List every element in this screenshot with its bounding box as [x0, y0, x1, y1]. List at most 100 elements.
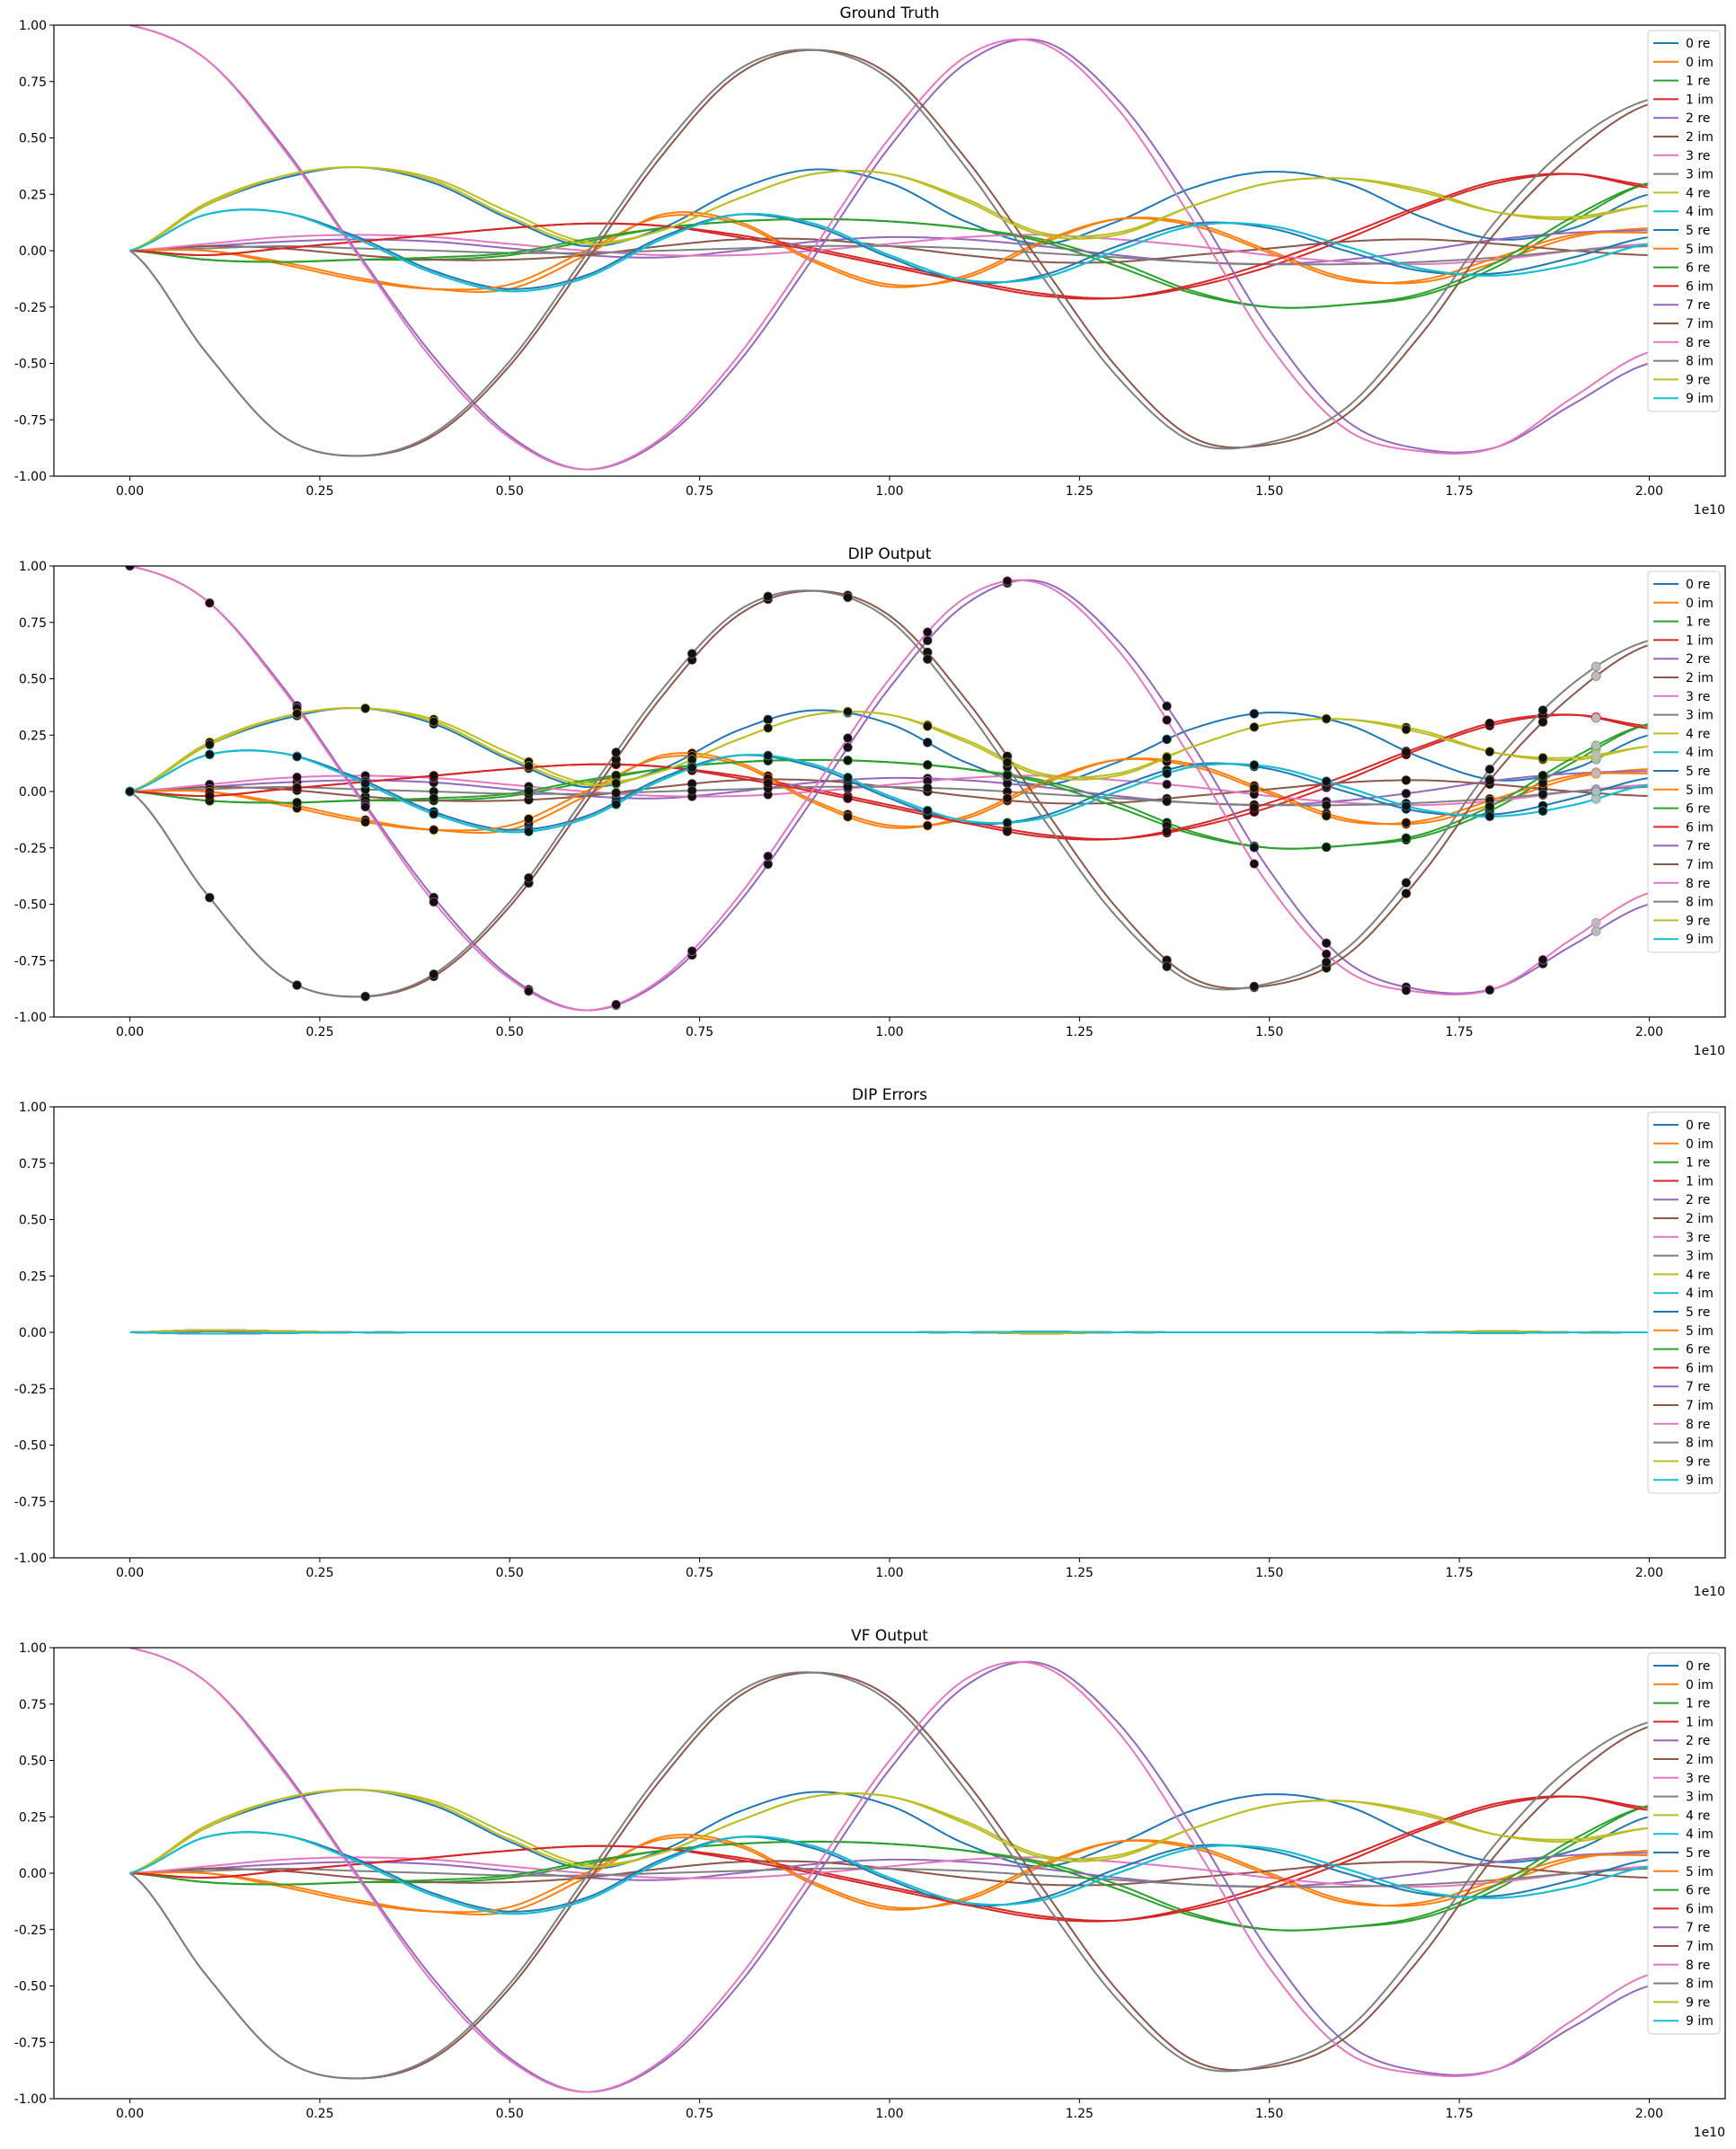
legend-entry: 2 im: [1686, 1753, 1714, 1767]
sample-point: [843, 811, 853, 822]
chart-title: Ground Truth: [839, 4, 939, 22]
legend-entry: 5 re: [1686, 1846, 1710, 1861]
legend-entry: 0 im: [1686, 1137, 1714, 1152]
x-tick-label: 0.00: [116, 1025, 144, 1039]
sample-point: [1162, 796, 1172, 807]
series-line-8-im: [128, 1671, 1650, 2080]
sample-point: [125, 566, 135, 571]
legend-entry: 5 im: [1686, 1324, 1714, 1339]
y-tick-label: 0.00: [19, 785, 47, 800]
x-tick-label: 0.75: [686, 1566, 713, 1580]
x-tick-label: 1.75: [1446, 1566, 1474, 1580]
series-line-4-re: [129, 166, 1650, 252]
sample-point: [1401, 747, 1412, 757]
sample-point: [205, 597, 215, 608]
sample-point: [1249, 722, 1260, 732]
x-tick-label: 0.50: [496, 1025, 524, 1039]
legend-entry: 8 re: [1686, 336, 1710, 350]
sample-point: [1249, 760, 1260, 770]
legend-entry: 4 im: [1686, 1287, 1714, 1301]
legend-entry: 4 re: [1686, 186, 1710, 200]
sample-point: [1537, 806, 1548, 817]
legend-entry: 0 re: [1686, 578, 1710, 592]
x-tick-label: 0.50: [496, 484, 524, 499]
axes-frame: [53, 1106, 1726, 1559]
y-tick-label: -0.50: [14, 1439, 47, 1454]
sample-point: [429, 825, 439, 835]
sample-point: [1537, 705, 1548, 715]
y-tick-label: 0.25: [19, 188, 47, 202]
sample-point: [292, 709, 302, 719]
x-tick-label: 1.00: [875, 1566, 903, 1580]
x-tick-label: 1.25: [1066, 2107, 1094, 2121]
sample-markers: [125, 566, 1601, 1011]
x-tick-label: 1.25: [1066, 484, 1094, 499]
sample-point: [843, 592, 853, 603]
legend-entry: 2 im: [1686, 1212, 1714, 1226]
sample-point: [763, 714, 774, 725]
legend-entry: 0 im: [1686, 597, 1714, 611]
sample-point: [922, 721, 933, 731]
sample-point: [843, 793, 853, 804]
legend-entry: 6 im: [1686, 820, 1714, 835]
sample-point: [763, 851, 774, 862]
legend-entry: 1 im: [1686, 1174, 1714, 1189]
sample-point: [1162, 752, 1172, 763]
x-offset-text: 1e10: [1694, 2126, 1725, 2140]
chart-title: DIP Output: [848, 545, 932, 563]
y-tick-label: -0.25: [14, 1923, 47, 1938]
legend-entry: 8 im: [1686, 1437, 1714, 1451]
sample-point: [763, 723, 774, 733]
sample-point: [1162, 768, 1172, 779]
y-tick-label: 1.00: [19, 1641, 47, 1656]
sample-point: [1162, 827, 1172, 836]
sample-point: [1162, 715, 1172, 725]
series-line-7-re: [129, 1648, 1650, 2093]
series-lines: [128, 1648, 1650, 2093]
sample-point: [922, 738, 933, 747]
legend-entry: 1 re: [1686, 1156, 1710, 1171]
legend-entry: 1 re: [1686, 615, 1710, 630]
sample-point: [763, 859, 774, 870]
sample-point: [1590, 712, 1601, 723]
sample-point: [843, 742, 853, 753]
x-tick-label: 2.00: [1635, 1566, 1663, 1580]
x-tick-label: 0.25: [306, 1566, 333, 1580]
legend-box: [1647, 1652, 1721, 2035]
x-tick-label: 0.00: [116, 2107, 144, 2121]
sample-point: [1484, 811, 1495, 822]
sample-point: [1537, 717, 1548, 727]
sample-point: [1401, 833, 1412, 844]
y-tick-label: -1.00: [14, 470, 47, 484]
sample-point: [429, 809, 439, 819]
sample-point: [922, 654, 933, 664]
legend-entry: 6 re: [1686, 802, 1710, 817]
sample-point: [922, 627, 933, 637]
sample-point: [1321, 713, 1332, 724]
y-tick-label: 0.25: [19, 1810, 47, 1825]
y-tick-label: -0.75: [14, 1495, 47, 1509]
sample-point: [1002, 757, 1013, 767]
series-line-6-im: [129, 1795, 1650, 1923]
legend-entry: 4 im: [1686, 205, 1714, 219]
sample-point: [843, 706, 853, 717]
legend-entry: 3 im: [1686, 1791, 1714, 1805]
sample-point: [1249, 802, 1260, 813]
legend: 0 re 0 im 1 re 1 im 2 re 2 im 3 re 3 im 4 re 4 im…: [1647, 570, 1721, 953]
x-tick-label: 1.50: [1255, 484, 1283, 499]
sample-point: [524, 986, 534, 996]
series-line-5-re: [129, 749, 1650, 831]
x-tick-label: 0.25: [306, 1025, 333, 1039]
sample-point: [686, 763, 697, 773]
legend-entry: 2 re: [1686, 111, 1710, 126]
series-line-6-im: [129, 172, 1650, 300]
legend-entry: 3 re: [1686, 1772, 1710, 1786]
legend-entry: 9 re: [1686, 914, 1710, 928]
sample-point: [611, 788, 621, 798]
sample-point: [1401, 724, 1412, 735]
legend-entry: 2 re: [1686, 1193, 1710, 1207]
y-tick-label: -0.75: [14, 2036, 47, 2050]
series-line-4-re: [129, 1789, 1650, 1874]
sample-point: [1249, 859, 1260, 869]
